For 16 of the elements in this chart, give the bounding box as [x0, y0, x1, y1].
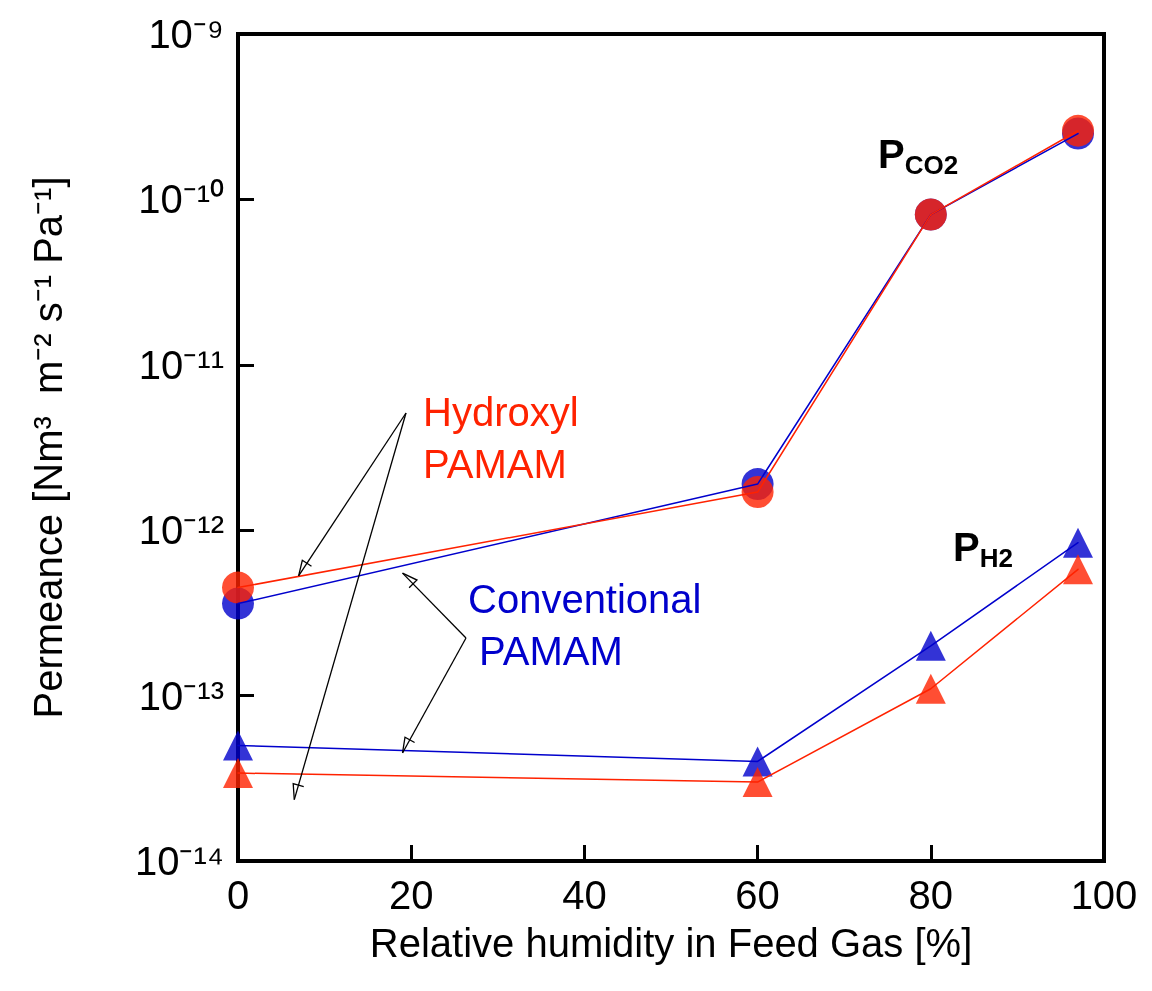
y-tick-label: 10⁻¹⁴: [135, 839, 224, 883]
y-tick-label: 10⁻¹³: [138, 673, 224, 718]
y-tick-label: 10⁻⁹: [148, 12, 224, 56]
x-tick-label: 60: [735, 873, 780, 917]
x-tick-label: 100: [1070, 873, 1138, 917]
series-label: Hydroxyl PAMAM: [423, 390, 590, 486]
y-tick-label: 10⁻¹²: [138, 508, 224, 553]
series-label: Conventional PAMAM: [468, 577, 702, 673]
x-tick-label: 20: [388, 873, 434, 917]
x-tick-label: 80: [908, 873, 954, 917]
y-tick-label: 10⁻¹⁰: [138, 177, 224, 222]
x-tick-label: 40: [562, 873, 607, 917]
x-axis-title: Relative humidity in Feed Gas [%]: [369, 921, 973, 965]
y-axis-title: Permeance [Nm³ m⁻² s⁻¹ Pa⁻¹]: [26, 176, 70, 719]
y-tick-label: 10⁻¹¹: [138, 342, 224, 387]
x-tick-label: 0: [226, 873, 250, 917]
